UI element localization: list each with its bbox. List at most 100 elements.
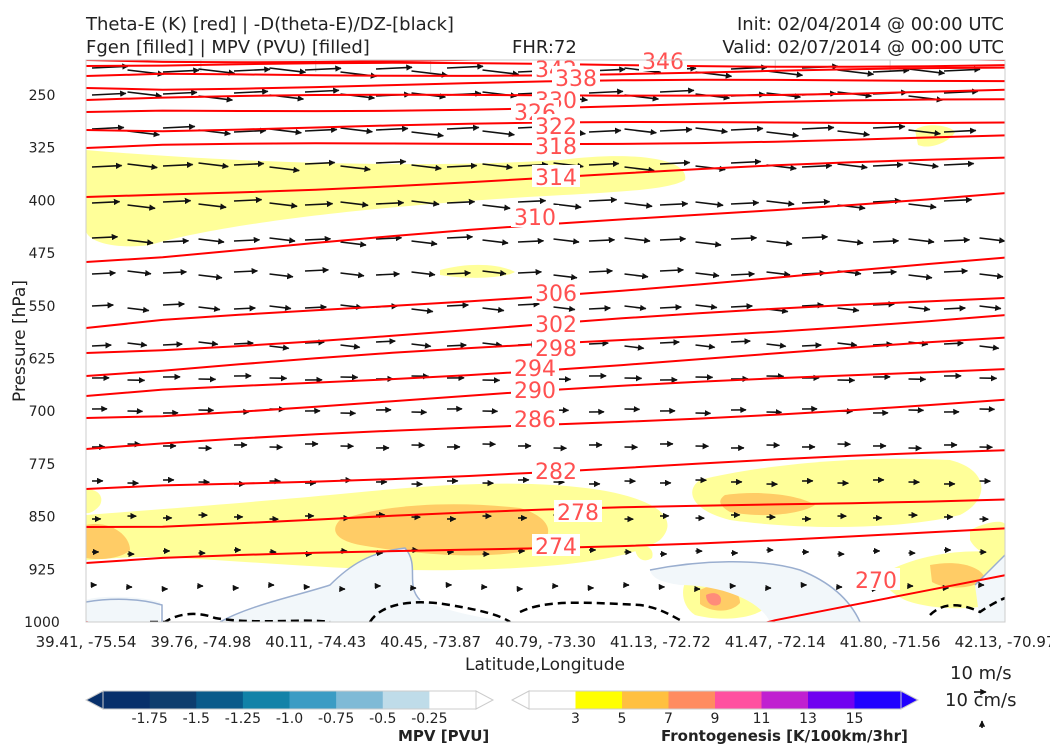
fgen-colorbar-tick-0: 3 bbox=[571, 711, 580, 727]
shaded-region-16 bbox=[86, 596, 160, 622]
wind-vector bbox=[127, 306, 150, 314]
wind-vector bbox=[624, 237, 651, 244]
wind-vector bbox=[482, 341, 503, 348]
wind-vector bbox=[801, 124, 835, 131]
mpv-colorbar-segment-4 bbox=[289, 691, 337, 709]
wind-vector bbox=[375, 199, 405, 207]
fgen-colorbar-tick-1: 5 bbox=[618, 711, 627, 727]
wind-vector bbox=[233, 340, 254, 347]
wind-vector bbox=[233, 305, 256, 312]
wind-vector bbox=[482, 239, 509, 246]
mpv-colorbar-segment-6 bbox=[382, 691, 430, 709]
wind-vector bbox=[269, 166, 300, 174]
wind-vector bbox=[517, 197, 547, 205]
wind-vector bbox=[624, 128, 657, 136]
wind-vector bbox=[91, 342, 112, 349]
x-tick-label-6: 41.47, -72.14 bbox=[725, 633, 826, 651]
wind-vector bbox=[872, 301, 895, 308]
wind-vector bbox=[340, 241, 367, 248]
contour-label-338: 338 bbox=[555, 67, 597, 92]
mpv-contour-3 bbox=[974, 554, 1005, 586]
wind-vector bbox=[943, 66, 981, 73]
wind-vector bbox=[943, 236, 971, 244]
wind-vector bbox=[766, 131, 799, 139]
wind-vector bbox=[659, 200, 689, 208]
mpv-colorbar-segment-5 bbox=[336, 691, 384, 709]
wind-vector bbox=[269, 237, 296, 244]
wind-vector bbox=[304, 339, 325, 346]
wind-vector bbox=[482, 130, 515, 138]
forecast-hour: FHR:72 bbox=[512, 37, 577, 58]
wind-vector bbox=[162, 341, 183, 348]
wind-vector bbox=[908, 273, 933, 281]
wind-vector bbox=[872, 161, 904, 169]
contour-label-bg-290 bbox=[511, 378, 559, 400]
wind-vector bbox=[837, 306, 860, 314]
shaded-region-17 bbox=[220, 548, 520, 622]
wind-vector bbox=[695, 201, 724, 208]
shaded-region-11 bbox=[706, 593, 722, 606]
wind-vector bbox=[198, 273, 223, 281]
contour-label-bg-282 bbox=[532, 459, 580, 481]
wind-vector bbox=[375, 234, 403, 242]
wind-vector bbox=[340, 343, 361, 350]
contour-label-bg-314 bbox=[532, 165, 580, 187]
wind-vector bbox=[411, 200, 440, 207]
contour-label-314: 314 bbox=[535, 166, 577, 191]
wind-vector bbox=[766, 200, 795, 207]
wind-vector bbox=[659, 235, 687, 243]
wind-vector bbox=[375, 338, 396, 345]
wind-vector bbox=[659, 159, 691, 167]
wind-vector bbox=[482, 204, 511, 211]
mpv-colorbar-tick-0: -1.75 bbox=[132, 711, 168, 727]
wind-vector bbox=[446, 269, 472, 277]
wind-vector bbox=[766, 270, 791, 278]
contour-label-bg-318 bbox=[532, 134, 580, 156]
mpv-contour-1 bbox=[219, 547, 421, 622]
wind-vector bbox=[304, 235, 332, 243]
mpv-colorbar-tick-4: -0.75 bbox=[318, 711, 354, 727]
y-tick-label-775: 775 bbox=[29, 457, 56, 473]
wind-vector bbox=[411, 131, 444, 139]
wind-vector bbox=[908, 203, 937, 210]
wind-vector bbox=[340, 201, 369, 208]
mpv-colorbar-tick-6: -0.25 bbox=[411, 711, 447, 727]
mpv-colorbar-segment-1 bbox=[149, 691, 197, 709]
wind-vector bbox=[411, 342, 432, 349]
wind-vector bbox=[730, 270, 756, 278]
wind-vector bbox=[304, 87, 340, 94]
wind-vector bbox=[304, 159, 336, 167]
shaded-region-19 bbox=[975, 555, 1005, 622]
wind-vector bbox=[588, 127, 622, 134]
wind-vector bbox=[411, 164, 442, 172]
x-tick-label-3: 40.45, -73.87 bbox=[380, 633, 481, 651]
wind-vector bbox=[127, 204, 156, 211]
wind-vector bbox=[269, 128, 302, 136]
wind-vector bbox=[872, 237, 900, 245]
x-tick-label-0: 39.41, -75.54 bbox=[36, 633, 137, 651]
wind-vector bbox=[588, 160, 620, 168]
fgen-colorbar-segment-3 bbox=[668, 691, 716, 709]
wind-vector bbox=[482, 69, 520, 77]
wind-vector bbox=[127, 91, 163, 99]
wind-vector bbox=[943, 127, 977, 134]
shaded-region-18 bbox=[650, 561, 860, 622]
wind-vector bbox=[659, 304, 682, 311]
fgen-colorbar-tick-3: 9 bbox=[711, 711, 720, 727]
wind-vector bbox=[162, 161, 194, 169]
contour-label-318: 318 bbox=[535, 135, 577, 160]
fgen-colorbar-tick-4: 11 bbox=[753, 711, 771, 727]
wind-vector bbox=[233, 236, 261, 244]
mpv-contour-2 bbox=[649, 560, 861, 622]
wind-vector bbox=[375, 64, 413, 71]
wind-vector bbox=[375, 125, 409, 132]
wind-vector bbox=[730, 125, 764, 132]
wind-vector bbox=[908, 162, 939, 170]
wind-vector bbox=[198, 305, 221, 313]
wind-vector bbox=[127, 163, 158, 171]
fgen-colorbar-segment-5 bbox=[761, 691, 809, 709]
fgen-colorbar-segment-2 bbox=[622, 691, 669, 709]
wind-vector bbox=[695, 271, 720, 279]
wind-vector bbox=[198, 162, 229, 170]
